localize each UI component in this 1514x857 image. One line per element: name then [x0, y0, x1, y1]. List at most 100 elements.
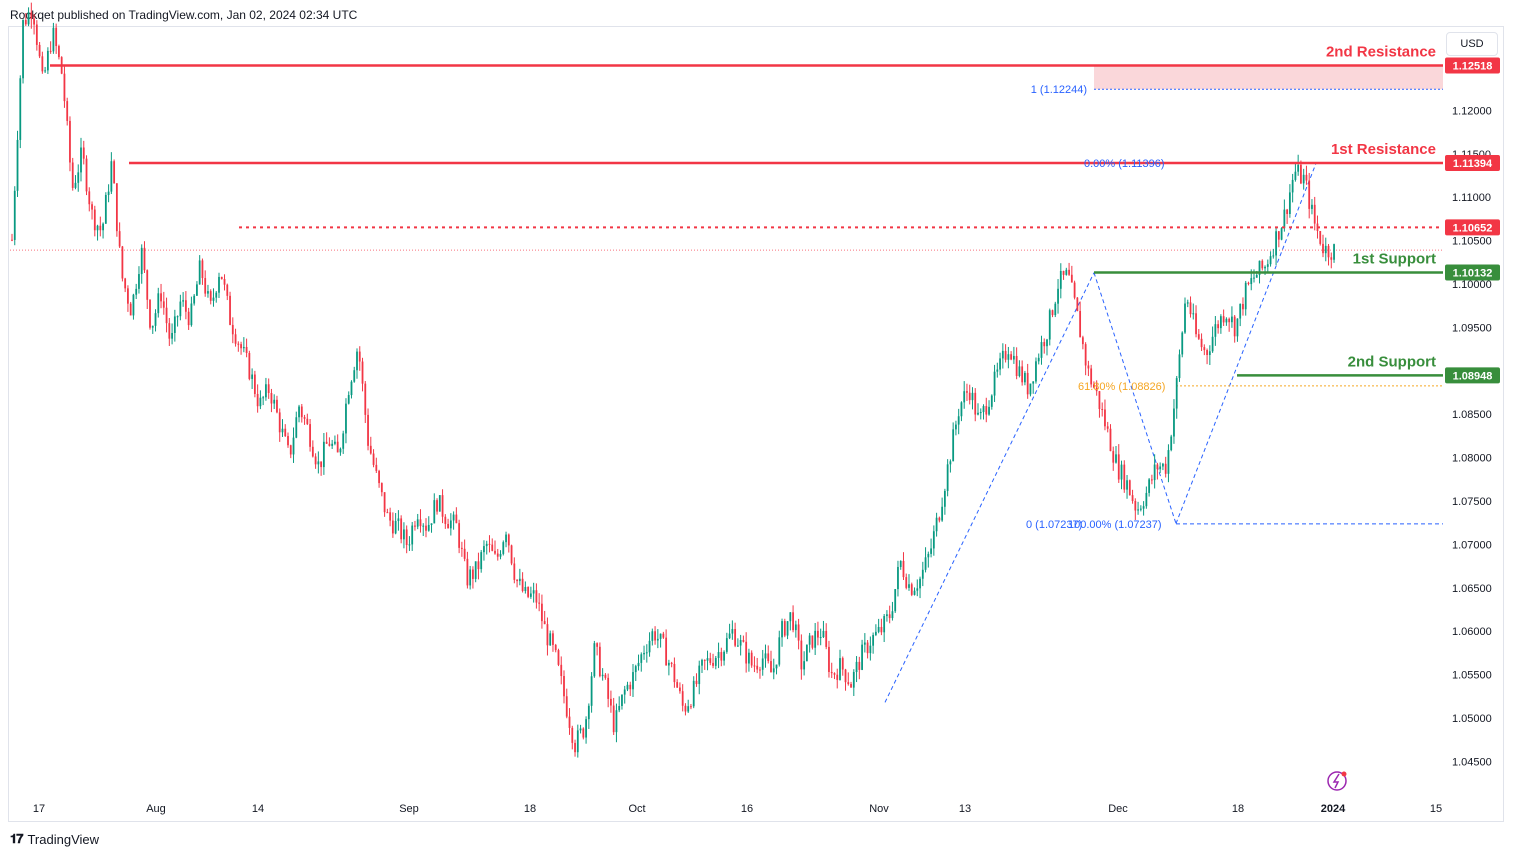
- candle: [817, 621, 819, 646]
- candle: [458, 519, 461, 554]
- candle: [938, 516, 941, 523]
- candle: [447, 518, 449, 529]
- candle: [502, 540, 505, 556]
- candle: [673, 657, 676, 688]
- candle: [176, 315, 179, 327]
- candle: [866, 640, 869, 659]
- candle: [645, 644, 648, 663]
- candle: [339, 447, 342, 456]
- candle: [480, 549, 483, 573]
- candle: [988, 400, 990, 416]
- replay-icon[interactable]: [1327, 771, 1347, 791]
- candle: [1184, 297, 1186, 334]
- pattern-leg-0: [884, 272, 1095, 703]
- candle: [756, 657, 759, 674]
- candle: [1101, 402, 1104, 417]
- candle: [714, 655, 717, 670]
- candle: [535, 583, 538, 609]
- x-tick-label: Oct: [628, 803, 645, 815]
- candle: [66, 97, 69, 126]
- candle: [1286, 208, 1289, 224]
- candle: [1057, 279, 1059, 314]
- candle: [356, 348, 358, 379]
- candle: [579, 724, 582, 734]
- candle: [372, 449, 375, 468]
- candle: [400, 515, 403, 544]
- candle: [1211, 326, 1214, 353]
- candle: [237, 341, 240, 352]
- candle: [220, 276, 223, 280]
- candle: [516, 579, 518, 588]
- candle: [1319, 230, 1322, 246]
- candle: [720, 647, 723, 667]
- candle: [1073, 280, 1076, 300]
- candle: [814, 623, 817, 655]
- candle: [292, 427, 295, 463]
- candle: [990, 394, 993, 410]
- candle: [1208, 345, 1211, 366]
- candle: [582, 727, 585, 740]
- currency-button[interactable]: USD: [1446, 32, 1498, 56]
- candle: [218, 272, 220, 298]
- candle: [350, 380, 353, 399]
- candle: [411, 521, 414, 551]
- candle: [77, 164, 80, 192]
- candle: [637, 654, 640, 671]
- candle: [941, 497, 944, 522]
- x-tick-label: 13: [959, 803, 971, 815]
- level-name-0: 2nd Resistance: [1326, 43, 1436, 60]
- candle: [966, 383, 968, 401]
- candle: [833, 672, 836, 680]
- candle: [585, 716, 587, 744]
- candle: [1308, 172, 1311, 219]
- candle: [745, 632, 748, 673]
- candle: [367, 408, 369, 451]
- candle: [1142, 501, 1145, 516]
- candle: [695, 673, 698, 687]
- candle: [587, 703, 590, 729]
- candle: [891, 601, 894, 621]
- candle: [734, 622, 737, 648]
- candle: [960, 401, 963, 422]
- candle: [839, 649, 841, 681]
- candle: [1214, 316, 1217, 346]
- x-tick-label: 14: [252, 803, 264, 815]
- candle: [331, 439, 334, 449]
- candle: [1327, 243, 1330, 266]
- candle: [1225, 317, 1228, 326]
- candle: [618, 696, 621, 713]
- candle: [494, 540, 496, 555]
- candle: [681, 684, 684, 712]
- fib-labels-layer: 1 (1.12244) 0.00% (1.11396) 61.80% (1.0882…: [1026, 84, 1165, 531]
- candle: [963, 381, 966, 409]
- candle: [270, 388, 273, 413]
- y-tick-label: 1.10500: [1452, 236, 1492, 248]
- candle: [394, 513, 397, 535]
- fib-label-4: 100.00% (1.07237): [1068, 519, 1162, 531]
- candle: [488, 535, 491, 553]
- candle: [1120, 460, 1123, 490]
- y-tick-label: 1.08500: [1452, 409, 1492, 421]
- candle: [179, 294, 182, 321]
- candle: [957, 408, 960, 435]
- candle: [472, 566, 474, 589]
- y-tick-label: 1.08000: [1452, 453, 1492, 465]
- candle: [460, 541, 463, 557]
- candle: [138, 266, 140, 294]
- candle: [552, 630, 554, 652]
- candle: [132, 293, 135, 320]
- candle: [728, 623, 731, 640]
- candle: [1189, 296, 1192, 318]
- y-tick-label: 1.10000: [1452, 279, 1492, 291]
- x-tick-label: Aug: [146, 803, 166, 815]
- price-label-1: 1.11394: [1445, 155, 1500, 172]
- candle: [1167, 444, 1170, 483]
- candle: [1134, 498, 1137, 520]
- candle: [1137, 501, 1139, 515]
- candle: [364, 381, 367, 424]
- candle: [736, 638, 739, 647]
- candle: [353, 366, 356, 383]
- candle: [38, 41, 41, 59]
- candle: [761, 649, 764, 676]
